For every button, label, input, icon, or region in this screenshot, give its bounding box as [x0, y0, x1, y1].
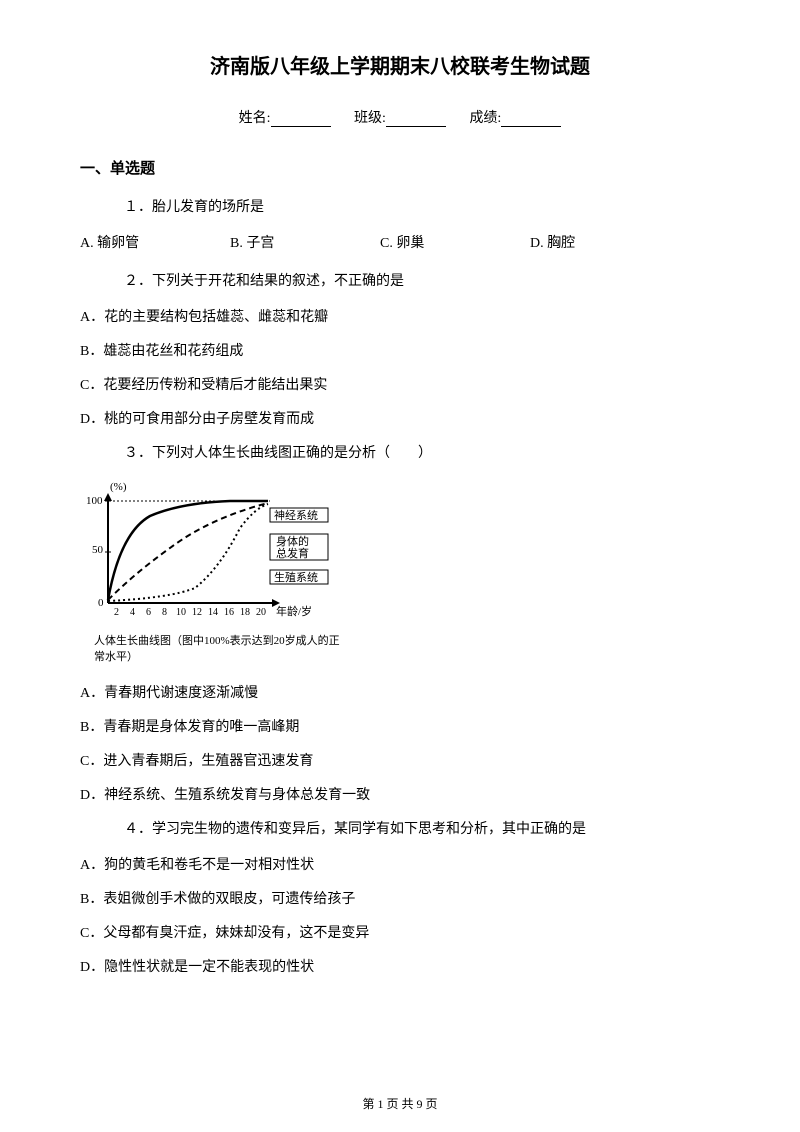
xt-8: 8: [162, 607, 167, 618]
x-label: 年龄/岁: [276, 604, 312, 618]
legend-2a: 身体的: [276, 534, 309, 548]
q1-opt-b: B. 子宫: [230, 232, 380, 252]
q3-opt-d: D．神经系统、生殖系统发育与身体总发育一致: [80, 784, 720, 804]
q2-opt-a: A．花的主要结构包括雄蕊、雌蕊和花瓣: [80, 306, 720, 326]
page-footer: 第 1 页 共 9 页: [0, 1095, 800, 1112]
xt-20: 20: [256, 607, 266, 618]
curve-nervous: [108, 501, 268, 600]
curve-reproductive: [108, 504, 268, 601]
section-header: 一、单选题: [80, 157, 720, 178]
chart-caption: 人体生长曲线图（图中100%表示达到20岁成人的正常水平）: [94, 632, 340, 664]
q2-opt-d: D．桃的可食用部分由子房壁发育而成: [80, 408, 720, 428]
q1-options: A. 输卵管 B. 子宫 C. 卵巢 D. 胸腔: [80, 232, 720, 252]
q4-opt-d: D．隐性性状就是一定不能表现的性状: [80, 956, 720, 976]
curve-body: [108, 503, 268, 600]
q4-opt-c: C．父母都有臭汗症，妹妹却没有，这不是变异: [80, 922, 720, 942]
chart-svg: (%) 100 50 0 神经系统 身体的 总发育 生殖系统 2 4 6 8 1…: [80, 478, 340, 628]
y-tick-50: 50: [92, 544, 104, 556]
q3-text: ３．下列对人体生长曲线图正确的是分析（ ）: [124, 442, 720, 462]
q3-opt-c: C．进入青春期后，生殖器官迅速发育: [80, 750, 720, 770]
xt-12: 12: [192, 607, 202, 618]
q1-text: １．胎儿发育的场所是: [124, 196, 720, 216]
class-label: 班级:: [354, 107, 446, 127]
legend-2b: 总发育: [276, 546, 309, 560]
name-label: 姓名:: [239, 107, 331, 127]
xt-16: 16: [224, 607, 234, 618]
chart-y-unit: (%): [110, 481, 127, 493]
q2-text: ２．下列关于开花和结果的叙述，不正确的是: [124, 270, 720, 290]
score-label: 成绩:: [469, 107, 561, 127]
q2-opt-c: C．花要经历传粉和受精后才能结出果实: [80, 374, 720, 394]
q4-opt-b: B．表姐微创手术做的双眼皮，可遗传给孩子: [80, 888, 720, 908]
y-arrow: [104, 493, 112, 501]
xt-18: 18: [240, 607, 250, 618]
xt-2: 2: [114, 607, 119, 618]
q1-opt-a: A. 输卵管: [80, 232, 230, 252]
q4-text: ４．学习完生物的遗传和变异后，某同学有如下思考和分析，其中正确的是: [124, 818, 720, 838]
q3-opt-b: B．青春期是身体发育的唯一高峰期: [80, 716, 720, 736]
q3-opt-a: A．青春期代谢速度逐渐减慢: [80, 682, 720, 702]
q1-opt-d: D. 胸腔: [530, 232, 575, 252]
q2-opt-b: B．雄蕊由花丝和花药组成: [80, 340, 720, 360]
legend-3: 生殖系统: [274, 570, 318, 584]
q4-opt-a: A．狗的黄毛和卷毛不是一对相对性状: [80, 854, 720, 874]
growth-chart: (%) 100 50 0 神经系统 身体的 总发育 生殖系统 2 4 6 8 1…: [80, 478, 340, 664]
info-row: 姓名: 班级: 成绩:: [80, 107, 720, 127]
xt-6: 6: [146, 607, 151, 618]
q1-opt-c: C. 卵巢: [380, 232, 530, 252]
xt-14: 14: [208, 607, 218, 618]
y-tick-100: 100: [86, 495, 103, 507]
legend-1: 神经系统: [274, 508, 318, 522]
y-tick-0: 0: [98, 597, 104, 609]
page-title: 济南版八年级上学期期末八校联考生物试题: [80, 50, 720, 79]
xt-10: 10: [176, 607, 186, 618]
xt-4: 4: [130, 607, 135, 618]
